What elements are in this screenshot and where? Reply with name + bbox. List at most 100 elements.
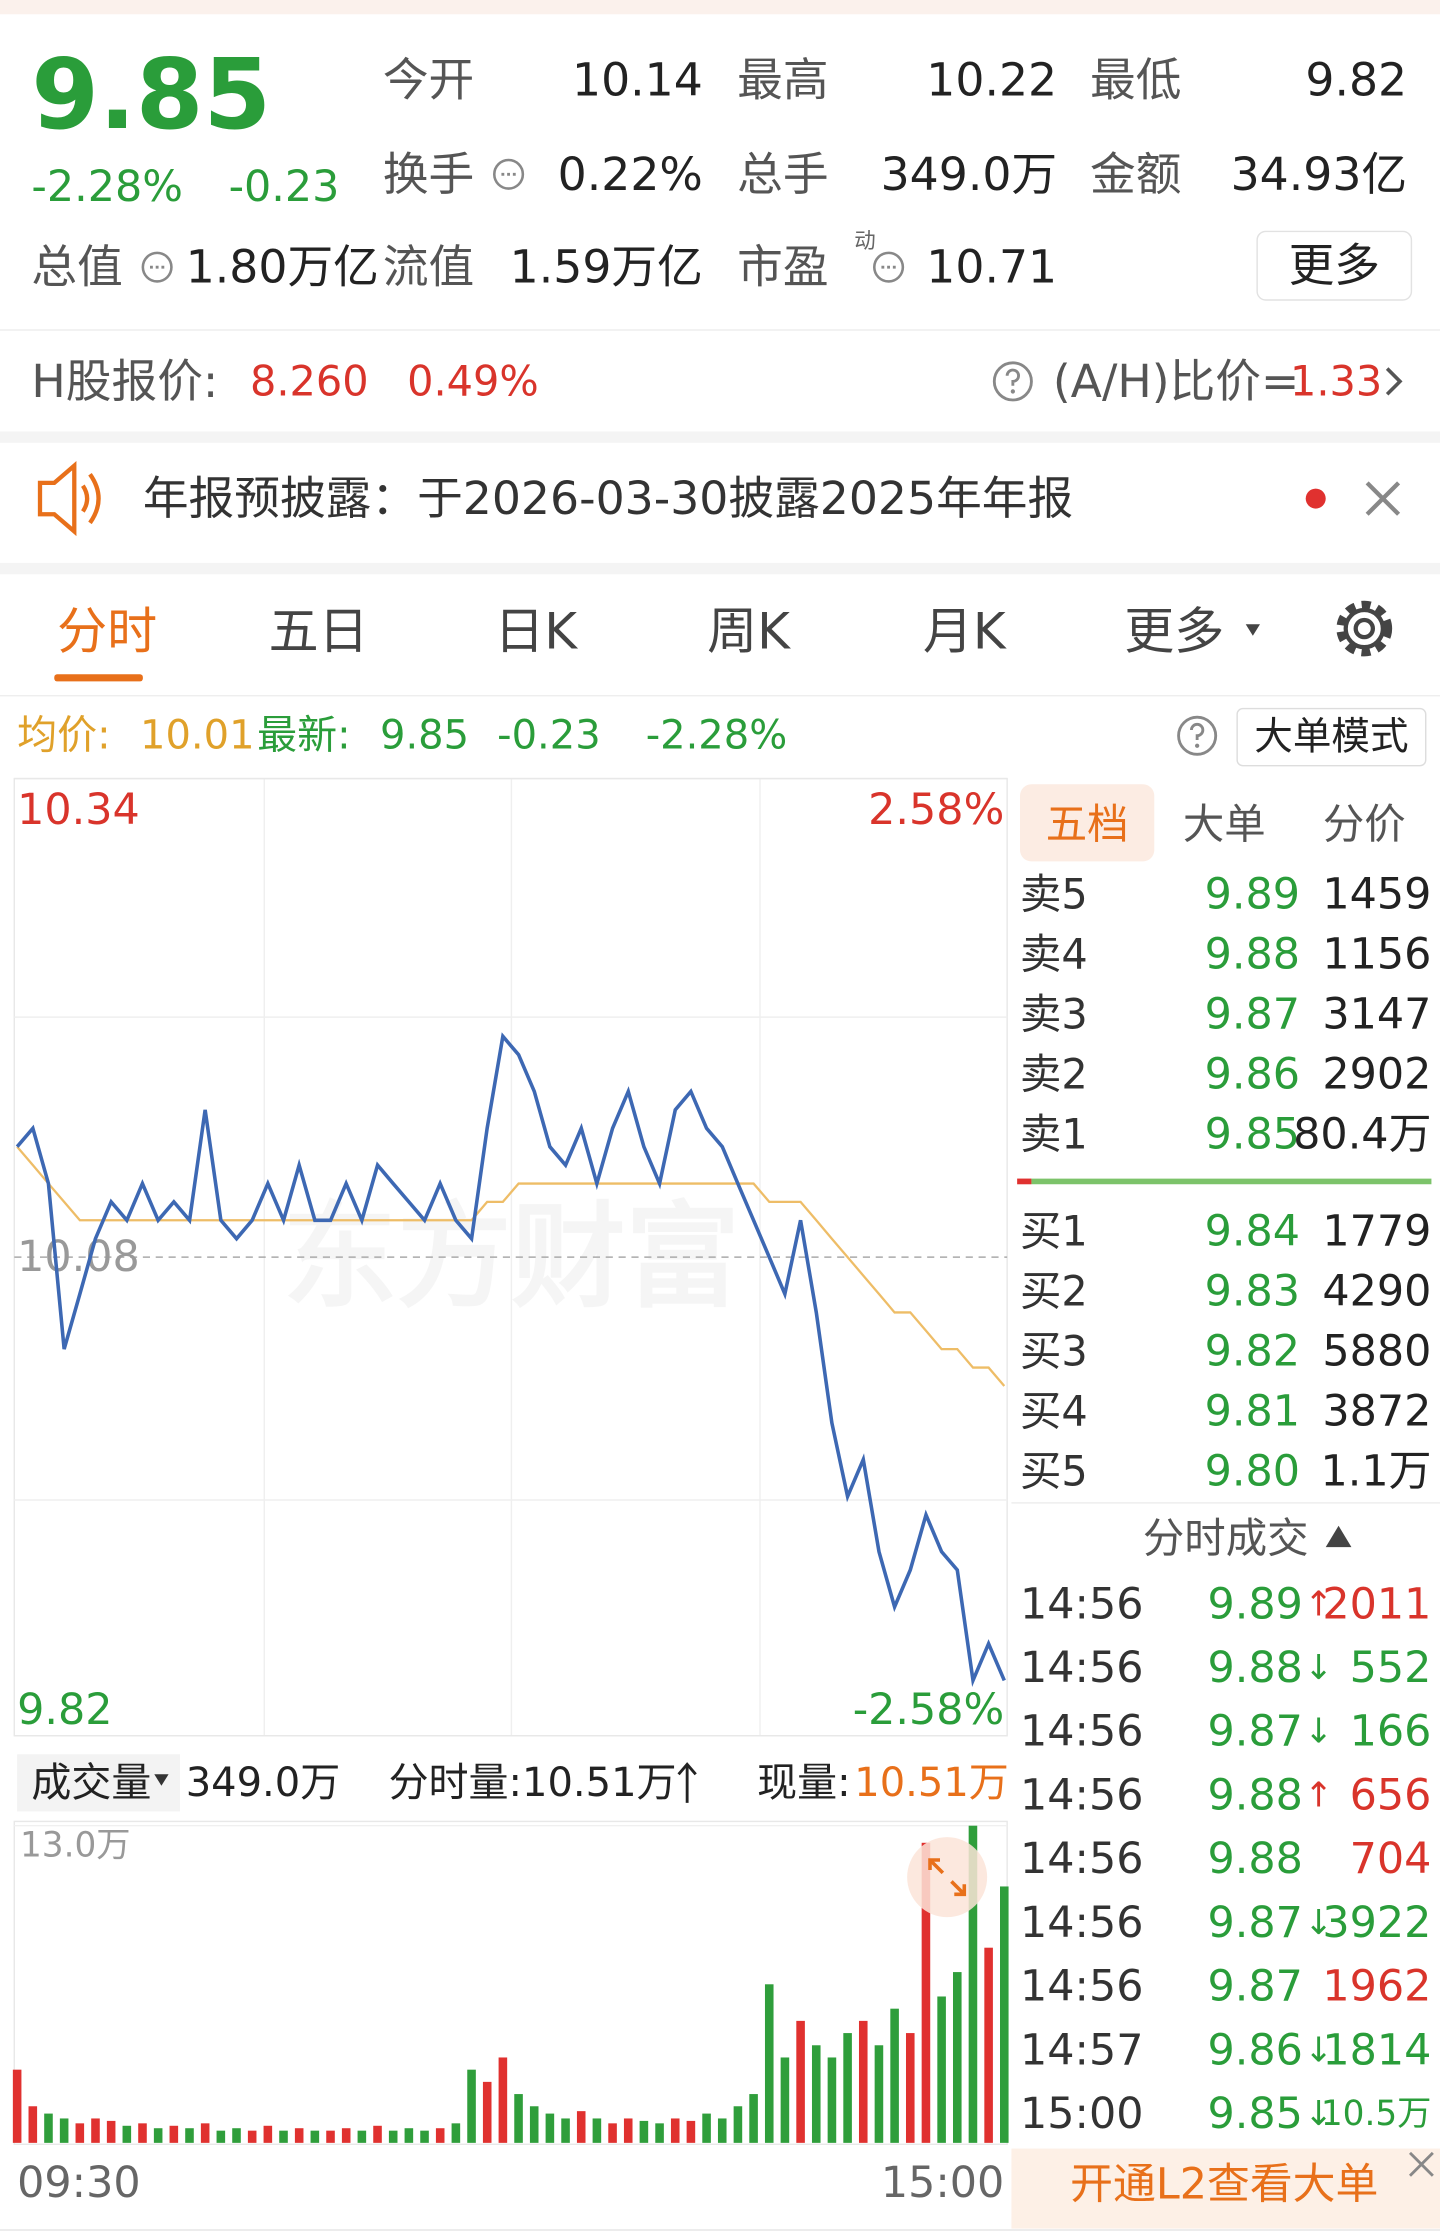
dropdown-arrow	[154, 1774, 169, 1786]
stat-superscript: 动	[854, 229, 875, 254]
l2-button[interactable]: 开通L2查看大单	[1070, 2159, 1378, 2209]
stat-value: 1.80万亿	[186, 241, 379, 294]
mode-button-bg[interactable]	[1236, 707, 1427, 767]
help-icon[interactable]	[992, 361, 1033, 402]
current-volume: 10.51万	[854, 1760, 1009, 1806]
book-price: 9.85	[1205, 1109, 1300, 1159]
average-line	[16, 1145, 1006, 1387]
info-icon[interactable]	[873, 251, 905, 283]
ah-ratio-label[interactable]: (A/H)比价=	[1053, 355, 1299, 408]
h-share-price: 8.260	[250, 357, 369, 405]
volume-selector-bg[interactable]	[17, 1754, 181, 1812]
volume-bar	[764, 1984, 774, 2143]
volume-bar	[200, 2123, 210, 2143]
book-tab[interactable]: 大单	[1183, 800, 1266, 848]
unread-dot	[1305, 488, 1326, 509]
volume-bar	[780, 2057, 790, 2143]
book-tab[interactable]: 五档	[1046, 800, 1129, 848]
trade-time: 14:56	[1020, 1898, 1143, 1948]
tab[interactable]: 分时	[57, 602, 157, 660]
stat-label: 换手	[383, 148, 474, 201]
trade-price: 9.88	[1207, 1643, 1302, 1693]
trade-volume: 1962	[1322, 1962, 1431, 2012]
y-tick-label: 10.08	[17, 1232, 140, 1282]
speaker-icon	[37, 461, 101, 537]
trade-time: 14:56	[1020, 1770, 1143, 1820]
trades-title[interactable]: 分时成交	[1143, 1515, 1309, 1563]
volume-bar	[608, 2123, 617, 2143]
volume-bar	[717, 2118, 727, 2143]
volume-bar	[59, 2118, 69, 2143]
info-icon[interactable]	[493, 158, 525, 190]
volume-bar	[357, 2130, 367, 2143]
volume-bar	[279, 2130, 288, 2143]
book-price: 9.82	[1205, 1326, 1300, 1376]
volume-bar	[373, 2125, 382, 2143]
tab[interactable]: 日K	[494, 602, 578, 660]
volume-bar	[749, 2094, 758, 2143]
book-label: 买1	[1020, 1207, 1088, 1255]
trade-price: 9.87	[1207, 1898, 1302, 1948]
volume-bar	[827, 2057, 837, 2143]
close-icon[interactable]	[1365, 481, 1401, 516]
stat-label: 市盈	[737, 241, 828, 294]
info-icon[interactable]	[141, 251, 173, 283]
ah-ratio-value[interactable]: 1.33	[1290, 357, 1382, 405]
volume-bar	[702, 2113, 711, 2143]
footer-close-icon[interactable]	[1408, 2151, 1434, 2177]
volume-bar	[576, 2111, 586, 2143]
book-price: 9.80	[1205, 1446, 1300, 1496]
notice-text[interactable]: 年报预披露：于2026-03-30披露2025年年报	[143, 472, 1073, 525]
book-tab[interactable]: 分价	[1323, 800, 1406, 848]
period-volume: 分时量:10.51万	[389, 1760, 677, 1806]
tab[interactable]: 月K	[923, 602, 1007, 660]
book-price: 9.81	[1205, 1386, 1300, 1436]
stat-value: 9.82	[1305, 54, 1407, 107]
h-share-label: H股报价:	[31, 355, 218, 408]
stat-value: 0.22%	[558, 148, 703, 201]
book-label: 买4	[1020, 1387, 1088, 1435]
expand-icon[interactable]	[907, 1837, 988, 1918]
avg-label: 均价:	[17, 713, 110, 759]
footer-bg	[1011, 2148, 1440, 2229]
volume-bar	[623, 2118, 633, 2143]
book-volume: 3872	[1322, 1386, 1431, 1436]
volume-bar	[843, 2033, 852, 2143]
tab[interactable]: 周K	[707, 602, 791, 660]
stat-label: 最低	[1090, 54, 1181, 107]
tab[interactable]: 五日	[269, 602, 369, 660]
mode-button[interactable]: 大单模式	[1254, 715, 1408, 760]
latest-label: 最新:	[257, 713, 350, 759]
volume-bar	[326, 2130, 335, 2143]
volume-bar	[216, 2130, 226, 2143]
trade-price: 9.88	[1207, 1834, 1302, 1884]
volume-bar	[545, 2113, 555, 2143]
volume-bar	[639, 2120, 649, 2143]
book-volume: 4290	[1322, 1266, 1431, 1316]
volume-bar	[937, 1996, 946, 2143]
volume-label[interactable]: 成交量	[31, 1760, 151, 1806]
trade-volume: 1814	[1322, 2025, 1431, 2075]
volume-bar	[811, 2045, 821, 2143]
change-percent: -2.28%	[31, 162, 183, 212]
volume-bar	[952, 1972, 962, 2143]
volume-bar	[655, 2123, 664, 2143]
more-button[interactable]: 更多	[1289, 239, 1380, 292]
book-price: 9.87	[1205, 989, 1300, 1039]
volume-bar	[247, 2130, 257, 2143]
volume-bar	[796, 2020, 805, 2143]
more-button-bg[interactable]	[1256, 230, 1413, 301]
trade-arrow: ↓	[1304, 1648, 1333, 1688]
volume-bar	[185, 2128, 194, 2143]
volume-bar	[44, 2113, 53, 2143]
h-share-change: 0.49%	[407, 357, 539, 405]
trade-arrow: ↑	[1304, 1584, 1333, 1624]
tab[interactable]: 更多	[1124, 602, 1224, 660]
help-icon[interactable]	[1177, 715, 1218, 756]
volume-bar	[404, 2128, 414, 2143]
settings-icon[interactable]	[1336, 600, 1393, 657]
volume-bar	[12, 2069, 22, 2143]
